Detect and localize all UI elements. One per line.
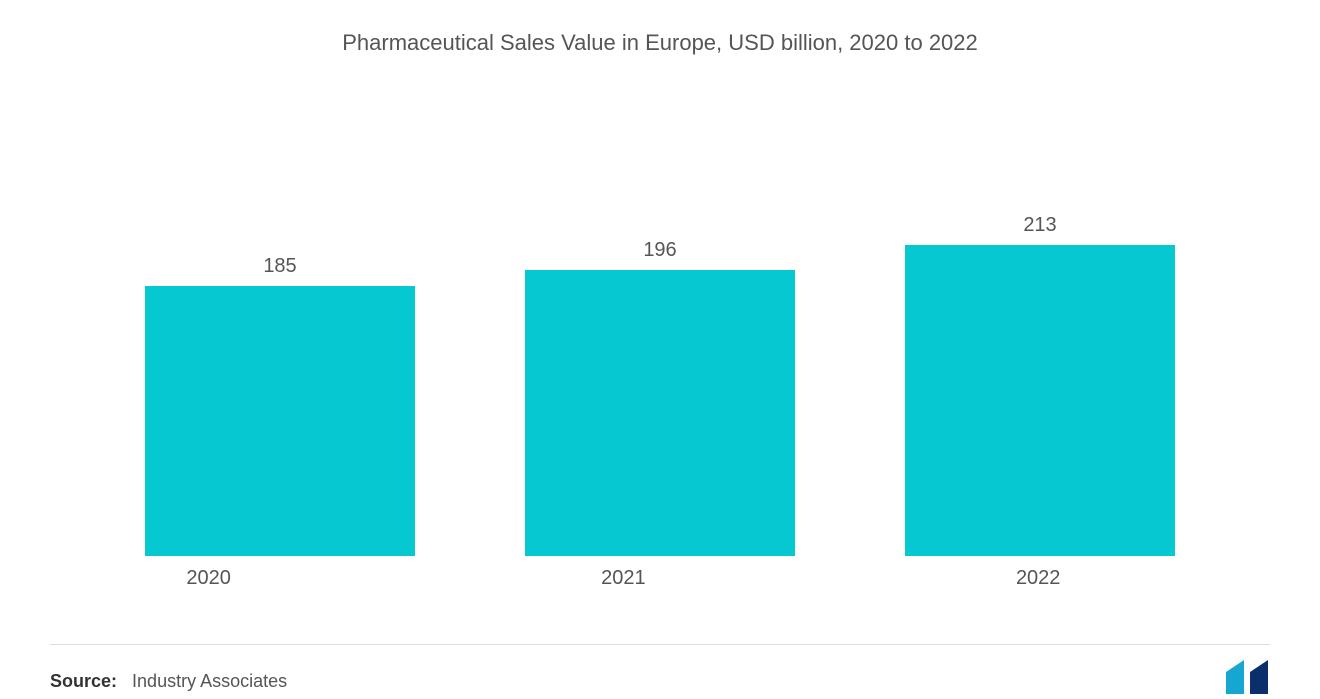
bar xyxy=(525,270,795,556)
bar-category-label: 2022 xyxy=(898,567,1178,590)
bar-column: 213 xyxy=(900,214,1180,556)
bar-chart: Pharmaceutical Sales Value in Europe, US… xyxy=(50,20,1270,645)
bar-value-label: 185 xyxy=(263,255,296,278)
chart-title: Pharmaceutical Sales Value in Europe, US… xyxy=(50,20,1270,66)
source-label: Source: xyxy=(50,671,117,691)
bar-value-label: 213 xyxy=(1023,214,1056,237)
bar-category-label: 2021 xyxy=(483,567,763,590)
bar xyxy=(145,286,415,556)
bar xyxy=(905,245,1175,556)
bar-column: 196 xyxy=(520,239,800,556)
plot-area: 185202019620212132022 xyxy=(50,66,1270,586)
bar-column: 185 xyxy=(140,255,420,556)
bar-category-label: 2020 xyxy=(69,567,349,590)
source-text: Industry Associates xyxy=(132,671,287,691)
brand-logo xyxy=(1220,658,1280,694)
bar-value-label: 196 xyxy=(643,239,676,262)
source-footer: Source: Industry Associates xyxy=(50,671,287,692)
